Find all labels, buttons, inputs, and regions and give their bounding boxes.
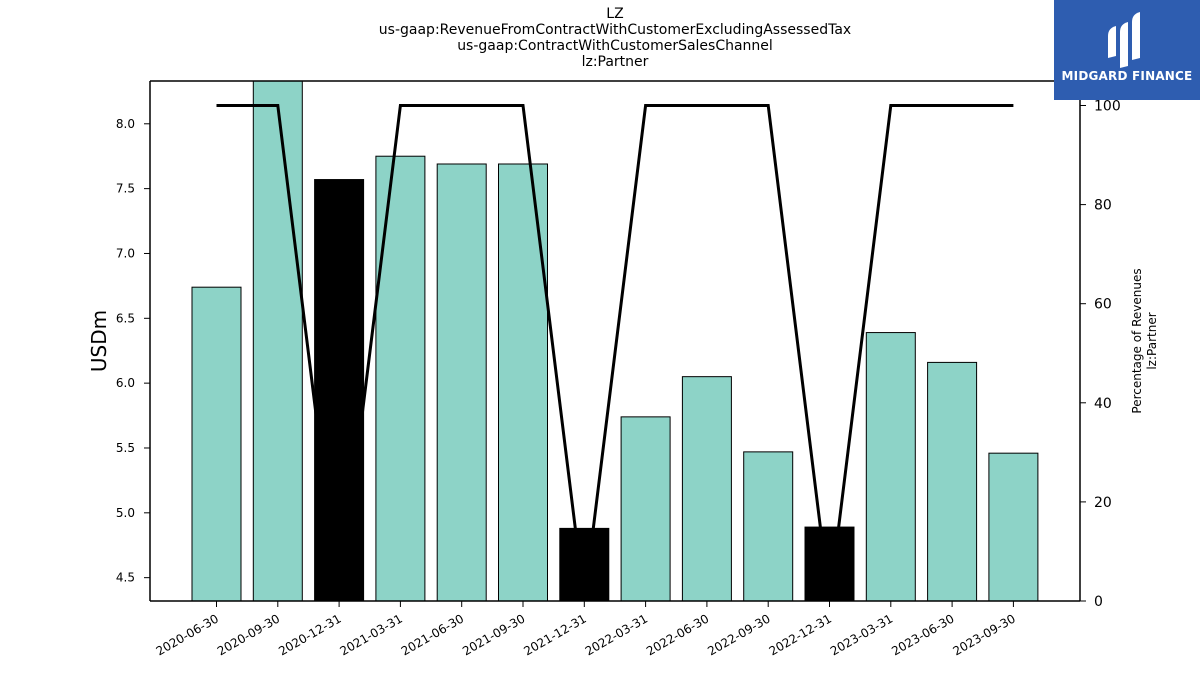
x-tick-label: 2022-03-31 (583, 611, 650, 658)
bar-2021-09-30 (498, 163, 548, 601)
logo-mark-icon (1108, 12, 1140, 68)
x-tick-label: 2023-03-31 (828, 611, 895, 658)
brand-logo: MIDGARD FINANCE (1054, 0, 1200, 100)
bar-2023-06-30 (927, 361, 978, 601)
y2-axis-label-line: Percentage of Revenues (1130, 268, 1144, 413)
y-tick-label: 6.5 (116, 311, 135, 325)
x-tick-label: 2023-06-30 (889, 611, 956, 658)
bar-2020-12-31 (314, 179, 365, 601)
y-tick-label: 4.5 (116, 571, 135, 585)
y2-tick-label: 100 (1094, 99, 1121, 115)
x-tick-label: 2022-12-31 (767, 611, 834, 658)
bar-2020-09-30 (252, 81, 303, 601)
y2-tick-label: 20 (1094, 495, 1112, 511)
title-line-4: lz:Partner (581, 54, 649, 70)
x-tick-label: 2022-09-30 (705, 611, 772, 658)
bar-2022-06-30 (681, 376, 732, 601)
x-tick-label: 2021-09-30 (460, 611, 527, 658)
bar-2023-09-30 (988, 452, 1039, 601)
x-tick-label: 2020-09-30 (215, 611, 282, 658)
bar-2021-06-30 (436, 163, 487, 601)
title-line-1: LZ (606, 6, 624, 22)
x-tick-label: 2020-12-31 (276, 611, 343, 658)
y-axis-label: USDm (87, 310, 111, 372)
chart-title: LZ us-gaap:RevenueFromContractWithCustom… (0, 6, 1200, 70)
x-tick-label: 2020-06-30 (154, 611, 221, 658)
bar-2022-03-31 (620, 416, 671, 601)
title-line-3: us-gaap:ContractWithCustomerSalesChannel (457, 38, 773, 54)
y-tick-label: 5.0 (116, 506, 135, 520)
y2-tick-label: 80 (1094, 198, 1112, 214)
y-tick-label: 7.5 (116, 182, 135, 196)
percentage-line (216, 104, 1014, 602)
y2-tick-label: 40 (1094, 396, 1112, 412)
bar-2022-09-30 (743, 451, 794, 601)
bar-2022-12-31 (804, 526, 855, 601)
bar-2023-03-31 (865, 332, 916, 601)
x-tick-label: 2021-06-30 (399, 611, 466, 658)
y-tick-label: 5.5 (116, 441, 135, 455)
y2-tick-label: 0 (1094, 594, 1103, 610)
y-tick-label: 6.0 (116, 376, 135, 390)
x-tick-label: 2022-06-30 (644, 611, 711, 658)
title-line-2: us-gaap:RevenueFromContractWithCustomerE… (378, 22, 852, 38)
y-tick-label: 8.0 (116, 117, 135, 131)
x-tick-label: 2023-09-30 (950, 611, 1017, 658)
y-tick-label: 7.0 (116, 246, 135, 260)
y2-tick-label: 60 (1094, 297, 1112, 313)
logo-text: MIDGARD FINANCE (1061, 69, 1193, 83)
bar-2020-06-30 (191, 286, 242, 601)
bar-2021-03-31 (375, 155, 426, 601)
y2-axis-label-line: lz:Partner (1145, 312, 1159, 369)
x-tick-label: 2021-12-31 (521, 611, 588, 658)
x-tick-label: 2021-03-31 (337, 611, 404, 658)
